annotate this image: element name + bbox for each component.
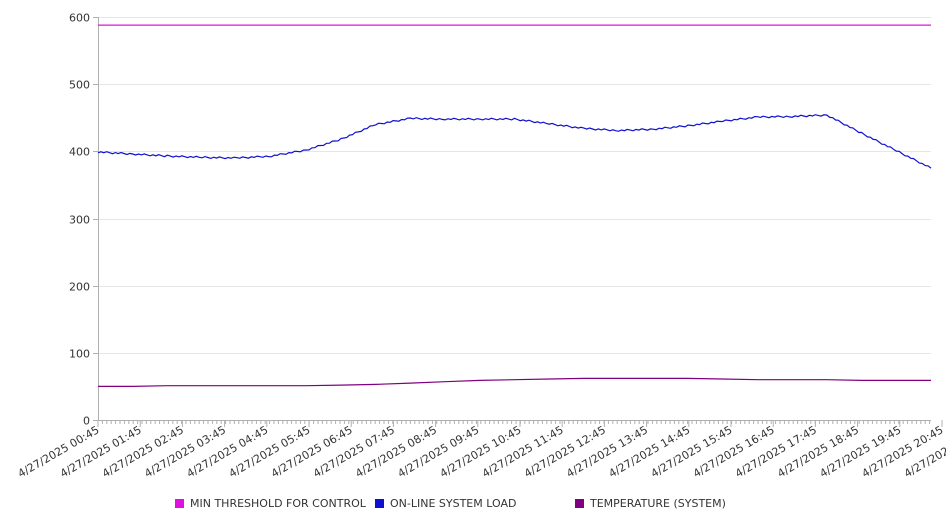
y-tick-label: 500 xyxy=(69,79,90,92)
legend-item-temperature[interactable]: TEMPERATURE (SYSTEM) xyxy=(575,497,726,510)
legend-swatch-system-load xyxy=(375,499,384,508)
x-tick-labels: 4/27/2025 00:454/27/2025 01:454/27/2025 … xyxy=(16,423,946,480)
series-line-temperature xyxy=(98,377,931,387)
legend-label-temperature: TEMPERATURE (SYSTEM) xyxy=(590,497,726,510)
y-tick-label: 600 xyxy=(69,12,90,25)
legend-swatch-temperature xyxy=(575,499,584,508)
legend-swatch-min-threshold xyxy=(175,499,184,508)
y-tick-label: 0 xyxy=(83,415,90,428)
y-tick-label: 400 xyxy=(69,146,90,159)
axes xyxy=(93,17,943,427)
y-tick-label: 300 xyxy=(69,214,90,227)
legend: MIN THRESHOLD FOR CONTROL ON-LINE SYSTEM… xyxy=(0,497,946,515)
series-line-system-load xyxy=(97,114,932,169)
series-lines xyxy=(97,24,932,387)
legend-item-system-load[interactable]: ON-LINE SYSTEM LOAD xyxy=(375,497,516,510)
y-tick-labels: 0 100 200 300 400 500 600 xyxy=(69,12,90,428)
y-tick-label: 100 xyxy=(69,348,90,361)
legend-label-min-threshold: MIN THRESHOLD FOR CONTROL xyxy=(190,497,366,510)
legend-item-min-threshold[interactable]: MIN THRESHOLD FOR CONTROL xyxy=(175,497,366,510)
gridlines xyxy=(98,17,931,354)
y-tick-label: 200 xyxy=(69,281,90,294)
legend-label-system-load: ON-LINE SYSTEM LOAD xyxy=(390,497,517,510)
